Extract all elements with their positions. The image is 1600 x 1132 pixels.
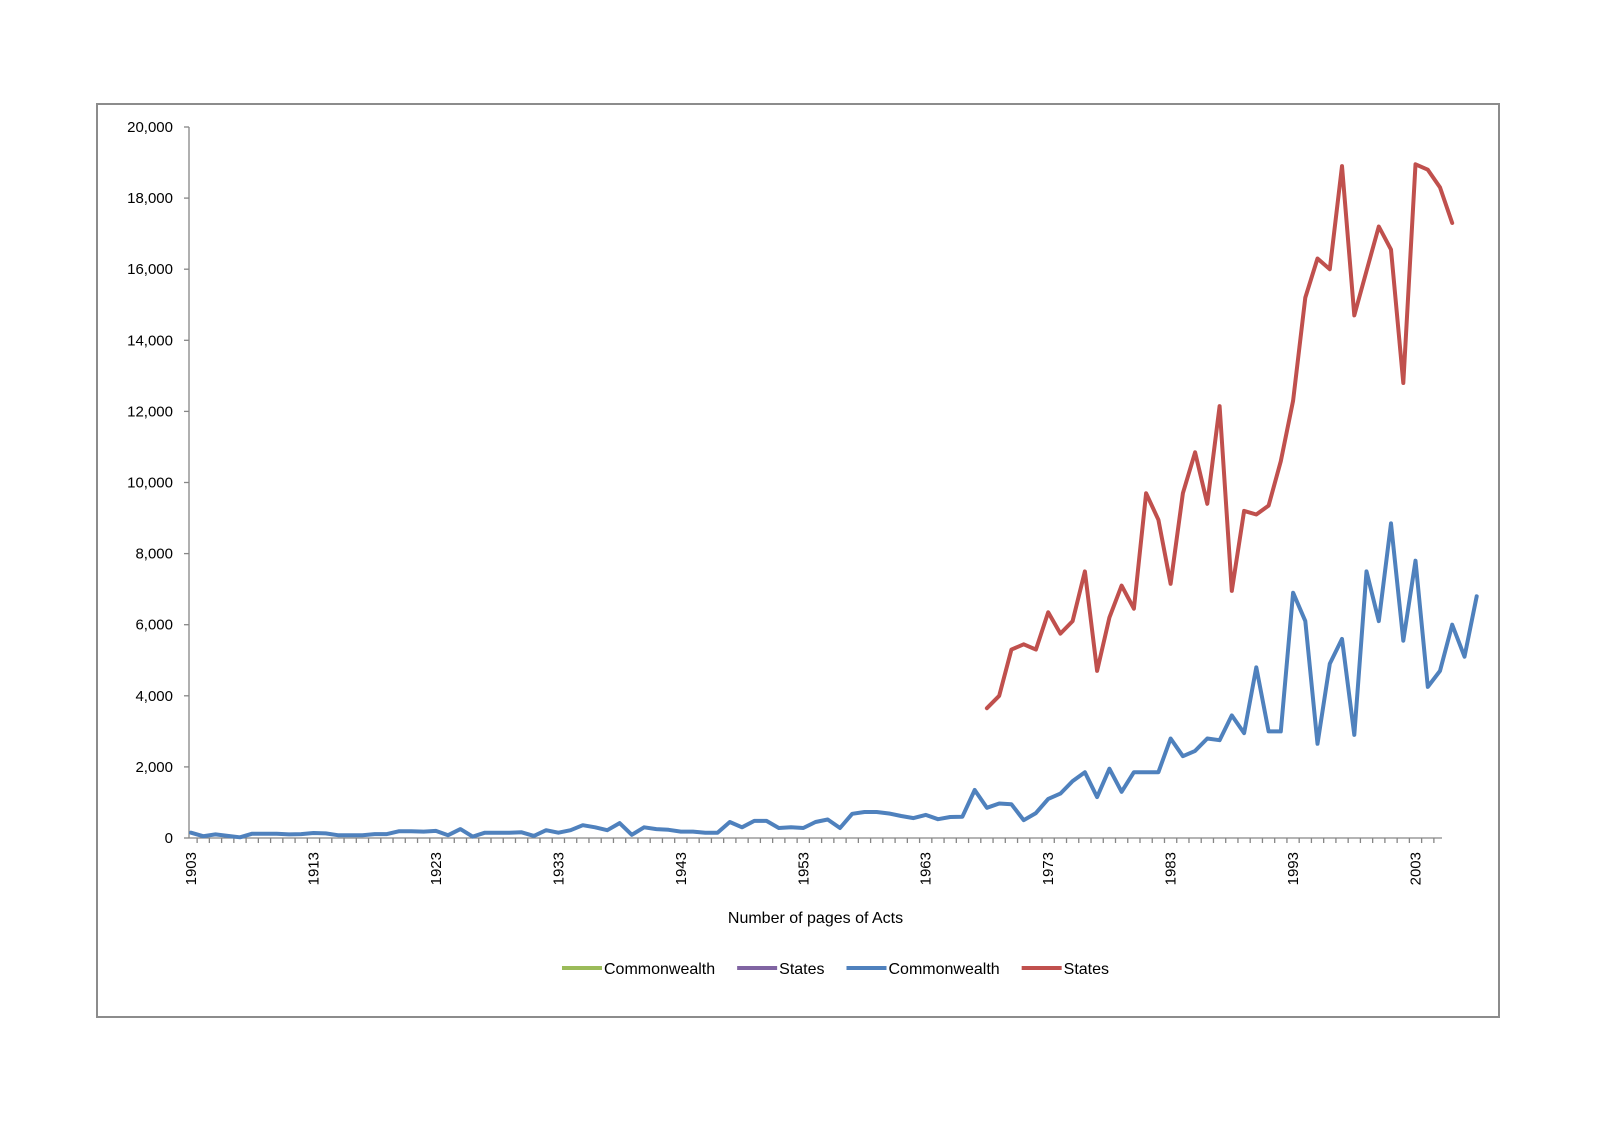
y-tick-label: 10,000 <box>127 475 173 492</box>
x-tick-label: 1903 <box>183 852 200 885</box>
line-chart: 0 2,000 4,000 6,000 8,000 10,000 12,000 14,000 1… <box>127 119 1479 978</box>
x-tick-label: 1913 <box>305 852 322 885</box>
x-tick-label: 1963 <box>918 852 935 885</box>
y-tick-label: 20,000 <box>127 119 173 136</box>
y-tick-label: 18,000 <box>127 190 173 207</box>
y-tick-label: 2,000 <box>135 759 173 776</box>
legend: Commonwealth States Commonwealth States <box>561 961 1109 978</box>
legend-label: Commonwealth <box>889 961 1000 978</box>
y-tick-label: 14,000 <box>127 332 173 349</box>
x-tick-label: 1943 <box>673 852 690 885</box>
x-tick-label: 2003 <box>1408 852 1425 885</box>
x-tick-label: 1983 <box>1163 852 1180 885</box>
x-tick-label: 1923 <box>428 852 445 885</box>
y-tick-label: 0 <box>165 830 173 847</box>
chart-frame: 0 2,000 4,000 6,000 8,000 10,000 12,000 14,000 1… <box>96 103 1500 1018</box>
x-tick-label: 1933 <box>550 852 567 885</box>
legend-label: States <box>1064 961 1109 978</box>
x-tick-label: 1953 <box>795 852 812 885</box>
y-tick-label: 4,000 <box>135 688 173 705</box>
x-axis-title: Number of pages of Acts <box>728 910 903 927</box>
x-axis: 1903 1913 1923 1933 1943 1953 1963 1973 1983 1993… <box>183 837 1442 885</box>
series-lines <box>189 162 1479 840</box>
y-tick-label: 6,000 <box>135 617 173 634</box>
legend-label: Commonwealth <box>604 961 715 978</box>
y-axis: 0 2,000 4,000 6,000 8,000 10,000 12,000 14,000 1… <box>127 119 190 847</box>
y-tick-label: 12,000 <box>127 403 173 420</box>
x-tick-label: 1993 <box>1285 852 1302 885</box>
y-tick-label: 16,000 <box>127 261 173 278</box>
y-tick-label: 8,000 <box>135 546 173 563</box>
legend-label: States <box>779 961 824 978</box>
series-line-states <box>984 162 1455 711</box>
x-tick-label: 1973 <box>1040 852 1057 885</box>
series-line-commonwealth <box>189 521 1479 840</box>
